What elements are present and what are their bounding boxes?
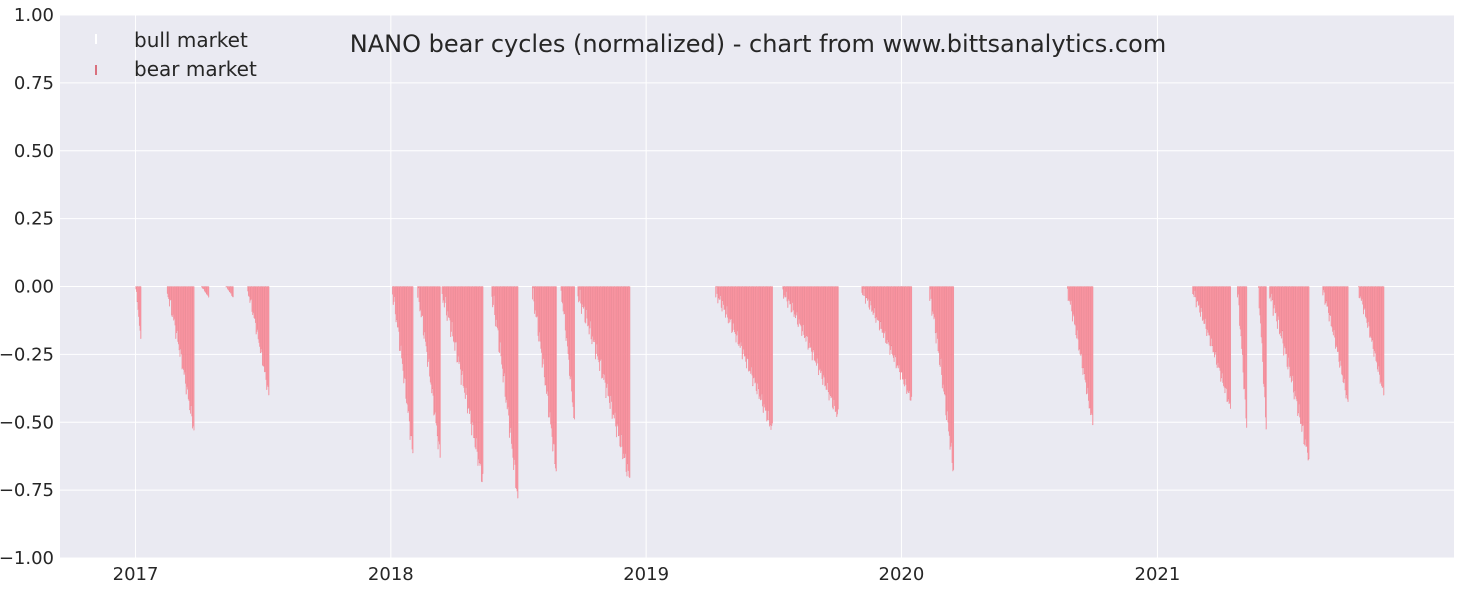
bear-bar: [929, 286, 931, 301]
bear-episode: [1192, 286, 1232, 409]
bear-bar: [1092, 286, 1094, 426]
bear-episode: [861, 286, 913, 401]
bear-episode: [417, 286, 441, 458]
x-tick-label: 2021: [1135, 564, 1181, 585]
bear-bar: [715, 286, 717, 298]
bear-bar: [574, 286, 575, 420]
bear-bar: [1383, 286, 1385, 396]
x-tick-label: 2020: [879, 564, 925, 585]
bear-episode: [782, 286, 839, 417]
legend: bull market bear market: [95, 28, 257, 81]
bear-bar: [771, 286, 773, 424]
y-tick-label: 0.25: [14, 209, 54, 230]
y-tick-label: 1.00: [14, 5, 54, 26]
x-tick-label: 2019: [623, 564, 669, 585]
bear-bar: [629, 286, 631, 478]
bear-bar: [1270, 286, 1272, 302]
bear-bar: [439, 286, 441, 458]
bear-episode: [135, 286, 142, 339]
bear-bar: [785, 286, 787, 298]
bear-episode: [1258, 286, 1267, 430]
bear-bar: [953, 286, 955, 470]
y-tick-label: 0.75: [14, 73, 54, 94]
bear-episode: [247, 286, 270, 396]
bear-bar: [1308, 286, 1310, 460]
chart-title: NANO bear cycles (normalized) - chart fr…: [350, 30, 1166, 58]
y-tick-label: −0.25: [0, 344, 54, 365]
bear-bar: [482, 286, 484, 474]
bear-episode: [929, 286, 955, 472]
bear-bar: [417, 286, 419, 298]
x-axis-ticks: 2017 2018 2019 2020 2021: [113, 564, 1181, 585]
legend-label-bull: bull market: [134, 28, 248, 52]
y-tick-label: 0.00: [14, 277, 54, 298]
bear-bar: [1265, 286, 1267, 430]
x-tick-label: 2018: [368, 564, 414, 585]
legend-label-bear: bear market: [134, 57, 257, 81]
bear-episode: [1358, 286, 1385, 396]
y-axis-ticks: 1.00 0.75 0.50 0.25 0.00 −0.25 −0.50 −0.75 −1.00: [0, 5, 54, 569]
bear-bars: [135, 286, 1385, 499]
bear-bar: [1246, 286, 1248, 428]
bear-bar: [578, 286, 580, 301]
bear-bar: [532, 286, 533, 300]
bear-episode: [715, 286, 773, 430]
bear-bar: [911, 286, 913, 397]
bear-bar: [555, 286, 557, 472]
bear-episode: [560, 286, 575, 420]
y-tick-label: −1.00: [0, 548, 54, 569]
y-tick-label: 0.50: [14, 141, 54, 162]
bear-bar: [193, 286, 195, 431]
y-tick-label: −0.75: [0, 480, 54, 501]
bear-bar: [1322, 286, 1324, 296]
bear-episode: [441, 286, 484, 483]
bear-bar: [517, 286, 519, 499]
legend-swatch-bear: [95, 65, 97, 75]
bear-bar: [208, 286, 210, 298]
bear-episode: [201, 286, 210, 298]
bear-bar: [268, 286, 270, 396]
bear-episode: [577, 286, 631, 478]
legend-swatch-bull: [95, 34, 97, 44]
bear-episode: [225, 286, 234, 298]
bear-episode: [1237, 286, 1248, 428]
bear-episode: [1067, 286, 1094, 426]
bear-bar: [862, 286, 864, 296]
bear-episode: [1322, 286, 1349, 402]
bear-episode: [1269, 286, 1310, 461]
bear-episode: [491, 286, 519, 499]
bear-bar: [1193, 286, 1195, 298]
bear-bar: [140, 286, 142, 339]
bear-bar: [1230, 286, 1232, 409]
bear-episode: [392, 286, 414, 454]
bear-bar: [1347, 286, 1349, 402]
y-tick-label: −0.50: [0, 412, 54, 433]
bear-episode: [166, 286, 195, 431]
bear-bar: [232, 286, 234, 298]
bear-bar: [412, 286, 414, 454]
bear-bar: [837, 286, 839, 410]
bear-episode: [532, 286, 557, 472]
x-tick-label: 2017: [113, 564, 159, 585]
